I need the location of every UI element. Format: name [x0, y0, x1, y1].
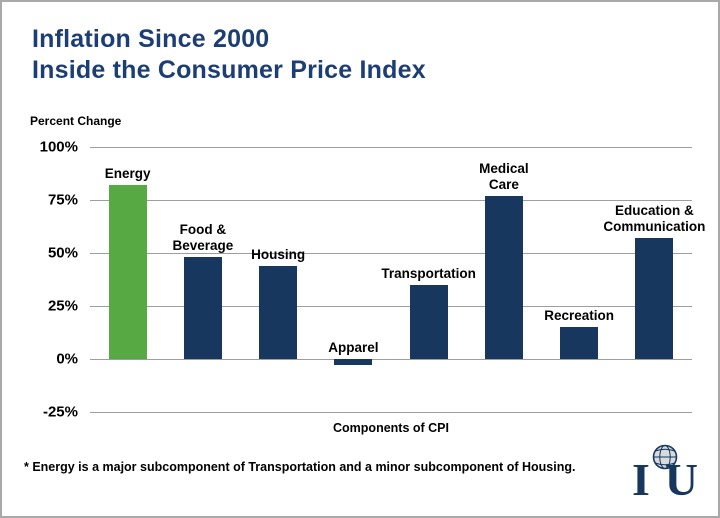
footnote: * Energy is a major subcomponent of Tran… — [24, 460, 576, 474]
plot-area: Energy Food & Beverage Housing Apparel Transp… — [90, 147, 705, 413]
globe-icon — [652, 444, 678, 475]
bar-label-recreation: Recreation — [544, 308, 615, 324]
investment-u-logo: I U — [632, 444, 698, 505]
gridline — [90, 200, 692, 201]
bar-apparel — [334, 359, 373, 366]
bar-label-energy: Energy — [104, 166, 151, 182]
y-tick-label: 25% — [47, 297, 78, 315]
gridline — [90, 306, 692, 307]
bar-medical-care — [484, 195, 523, 359]
bar-housing — [259, 265, 298, 359]
y-tick-label: -25% — [42, 403, 78, 421]
bar-label-medical-care: Medical Care — [479, 160, 529, 192]
logo-letter-u: U — [664, 454, 698, 505]
bar-label-apparel: Apparel — [328, 340, 379, 355]
chart-title-line1: Inflation Since 2000 — [32, 25, 270, 53]
chart-title: Inflation Since 2000 Inside the Consumer… — [32, 24, 426, 86]
logo-letter-i: I — [632, 454, 650, 505]
bar-food-beverage — [183, 257, 222, 359]
bar-education-communication — [635, 238, 674, 359]
bar-energy — [108, 185, 147, 359]
y-tick-label: 50% — [47, 244, 78, 262]
x-axis-label: Components of CPI — [333, 421, 449, 435]
bar-label-food-beverage: Food & Beverage — [172, 222, 234, 254]
y-tick-label: 75% — [47, 191, 78, 209]
bar-recreation — [560, 327, 599, 359]
y-tick-label: 100% — [39, 138, 78, 156]
zero-axis-line — [90, 359, 692, 360]
y-axis: 100% 75% 50% 25% 0% -25% — [2, 139, 82, 421]
gridline — [90, 412, 692, 413]
bar-label-transportation: Transportation — [381, 265, 476, 281]
gridline — [90, 147, 692, 148]
bar-label-education-communication: Education & Communication — [603, 203, 706, 235]
y-axis-label: Percent Change — [30, 114, 122, 128]
gridline — [90, 253, 692, 254]
bar-label-housing: Housing — [251, 246, 306, 262]
y-tick-label: 0% — [56, 350, 78, 368]
chart-title-line2: Inside the Consumer Price Index — [32, 56, 426, 84]
bar-transportation — [409, 284, 448, 359]
